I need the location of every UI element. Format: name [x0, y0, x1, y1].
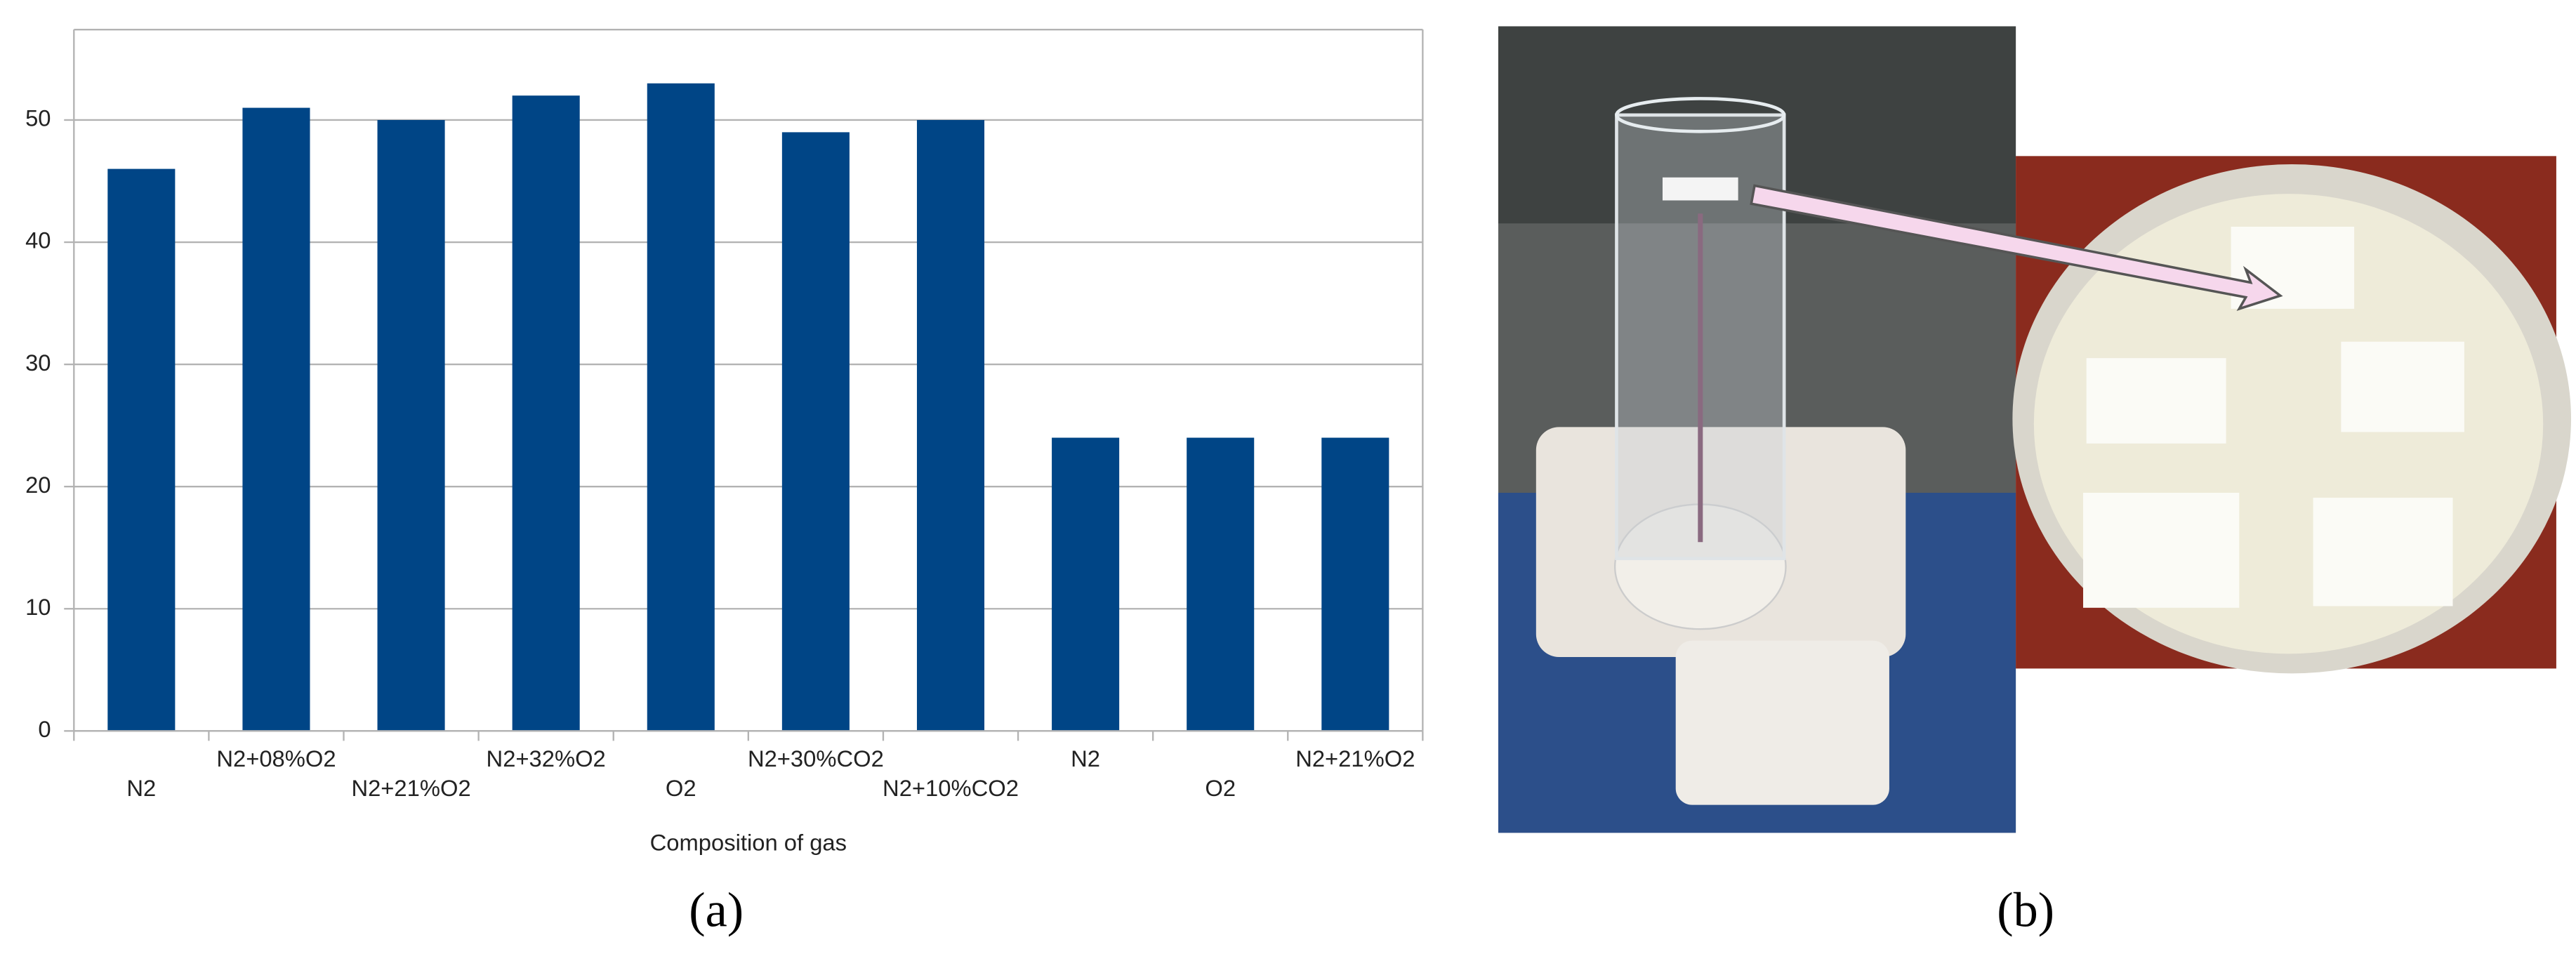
- y-tick-label: 30: [25, 350, 51, 376]
- bar: [916, 119, 985, 731]
- x-tick-label: N2+21%O2: [351, 775, 470, 801]
- sample: [2313, 498, 2453, 606]
- y-tick-label: 10: [25, 594, 51, 620]
- x-tick-label: N2+10%CO2: [883, 775, 1019, 801]
- bar: [781, 132, 850, 731]
- y-tick-label: 40: [25, 227, 51, 253]
- x-axis-label: Composition of gas: [650, 829, 847, 855]
- panel-label: (b): [1997, 882, 2054, 937]
- y-tick-label: 20: [25, 472, 51, 498]
- chart: 0 10 20 30 40 50 N2 N2+08%O2 N2+21%O2 N2+32%O2 O2 N…: [25, 28, 1424, 855]
- bar: [242, 107, 310, 731]
- apparatus-base: [1675, 640, 1889, 805]
- bar: [1321, 437, 1389, 731]
- x-tick-label: N2: [126, 775, 156, 801]
- sample: [2341, 341, 2464, 432]
- sample-holder: [1663, 177, 1738, 201]
- tube-rim: [1615, 97, 1786, 133]
- y-tick-label: 0: [38, 716, 51, 742]
- bar: [512, 95, 580, 731]
- bar: [377, 119, 445, 731]
- y-tick-label: 50: [25, 105, 51, 131]
- bar: [647, 83, 715, 731]
- x-tick-label: N2+30%CO2: [748, 745, 884, 771]
- arrow: [1750, 184, 2283, 311]
- x-tick-label: N2+08%O2: [216, 745, 336, 771]
- photo: [1498, 26, 2571, 833]
- panel-label: (a): [689, 882, 744, 937]
- bar: [1052, 437, 1120, 731]
- x-tick-label: N2+32%O2: [487, 745, 606, 771]
- bar: [107, 168, 176, 731]
- bar: [1187, 437, 1255, 731]
- x-tick-label: O2: [1205, 775, 1236, 801]
- x-tick-label: N2+21%O2: [1295, 745, 1415, 771]
- x-tick-label: N2: [1071, 745, 1100, 771]
- sample: [2086, 358, 2226, 444]
- sample: [2083, 493, 2240, 608]
- x-tick-label: O2: [666, 775, 696, 801]
